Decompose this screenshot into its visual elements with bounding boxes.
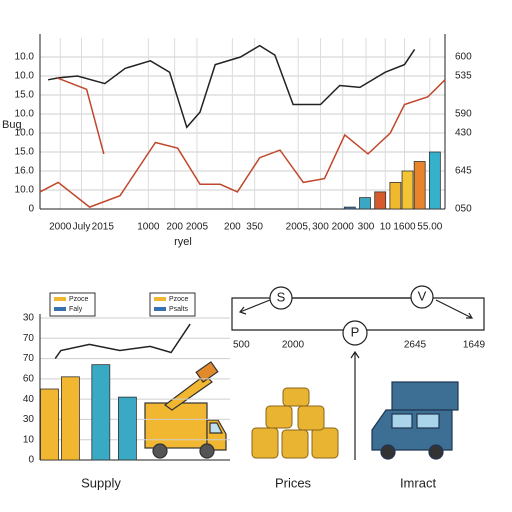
y2-tick-label: 645 xyxy=(455,166,472,177)
caption: Supply xyxy=(81,475,121,490)
node-circle xyxy=(269,286,293,310)
node-label: V xyxy=(418,288,427,303)
diagram-label: 1649 xyxy=(463,340,486,351)
legend-swatch xyxy=(54,297,66,301)
x-tick-label: 2005, xyxy=(286,222,311,233)
legend-label: Pzoce xyxy=(69,296,89,303)
y-tick-label: 10.0 xyxy=(15,52,35,63)
y-tick-label: 40 xyxy=(23,394,35,405)
x-tick-label: 2000 xyxy=(49,222,72,233)
bar xyxy=(91,364,111,461)
diagram-label: 2645 xyxy=(404,340,427,351)
y-tick-label: 30 xyxy=(23,414,35,425)
x-tick-label: 350 xyxy=(246,222,263,233)
x-tick-label: 2015 xyxy=(92,222,115,233)
x-tick-label: 1600 xyxy=(393,222,416,233)
x-tick-label: July xyxy=(73,222,91,233)
y-tick-label: 10.0 xyxy=(15,71,35,82)
node-label: S xyxy=(277,289,286,304)
y-tick-label: 15.0 xyxy=(15,147,35,158)
caption: Imract xyxy=(400,475,437,490)
y-tick-label: 0 xyxy=(28,455,34,466)
van-illustration xyxy=(371,381,459,460)
diagram-label: 500 xyxy=(233,340,250,351)
flow-diagram xyxy=(231,285,485,460)
legend-label: Pzoce xyxy=(169,296,189,303)
y-tick-label: 15.0 xyxy=(15,90,35,101)
arrow xyxy=(238,299,271,315)
arrow xyxy=(350,350,360,460)
x-tick-label: 10 xyxy=(380,222,392,233)
y2-tick-label: 590 xyxy=(455,109,472,120)
legend-label: Psalts xyxy=(169,306,189,313)
bar xyxy=(40,388,59,461)
bar xyxy=(359,197,371,210)
x-tick-label: 300 xyxy=(312,222,329,233)
y-tick-label: 70 xyxy=(23,353,35,364)
node-circle xyxy=(410,285,434,309)
y-tick-label: 70 xyxy=(23,333,35,344)
y-tick-label: 10 xyxy=(23,434,35,445)
y-tick-label: 16.0 xyxy=(15,166,35,177)
node-label: P xyxy=(351,324,360,339)
bar xyxy=(389,181,402,210)
y2-tick-label: 050 xyxy=(455,204,472,215)
bar xyxy=(118,396,137,461)
line-series xyxy=(47,44,416,129)
bar xyxy=(374,191,387,210)
x-tick-label: 2005 xyxy=(186,222,209,233)
arrow xyxy=(435,299,474,319)
legend-swatch xyxy=(154,307,166,311)
line-series xyxy=(39,77,446,208)
x-tick-label: 200 xyxy=(224,222,241,233)
x-axis-label: ryel xyxy=(174,236,192,248)
node-circle xyxy=(342,320,368,346)
x-tick-label: 55.00 xyxy=(417,222,442,233)
bar xyxy=(401,170,414,210)
legend-swatch xyxy=(154,297,166,301)
line-series xyxy=(54,323,191,360)
bar xyxy=(343,206,356,210)
caption: Prices xyxy=(275,475,312,490)
x-tick-label: 2000 xyxy=(332,222,355,233)
y-tick-label: 10.0 xyxy=(15,185,35,196)
y-tick-label: 10.0 xyxy=(15,128,35,139)
x-tick-label: 1000 xyxy=(137,222,160,233)
y2-tick-label: 535 xyxy=(455,71,472,82)
y-tick-label: 0 xyxy=(28,204,34,215)
y-tick-label: 10.0 xyxy=(15,109,35,120)
bar xyxy=(428,151,441,210)
y-tick-label: 60 xyxy=(23,373,35,384)
truck-illustration xyxy=(144,361,227,459)
y2-tick-label: 600 xyxy=(455,52,472,63)
y2-tick-label: 430 xyxy=(455,128,472,139)
legend-label: Faly xyxy=(69,306,83,313)
bar xyxy=(413,161,426,210)
diagram-label: 2000 xyxy=(282,340,305,351)
x-tick-label: 200 xyxy=(166,222,183,233)
y-axis-label: Bug xyxy=(2,119,22,131)
bar xyxy=(61,376,80,461)
coins-illustration xyxy=(251,387,339,459)
y-tick-label: 30 xyxy=(23,313,35,324)
legend-swatch xyxy=(54,307,66,311)
x-tick-label: 300 xyxy=(358,222,375,233)
